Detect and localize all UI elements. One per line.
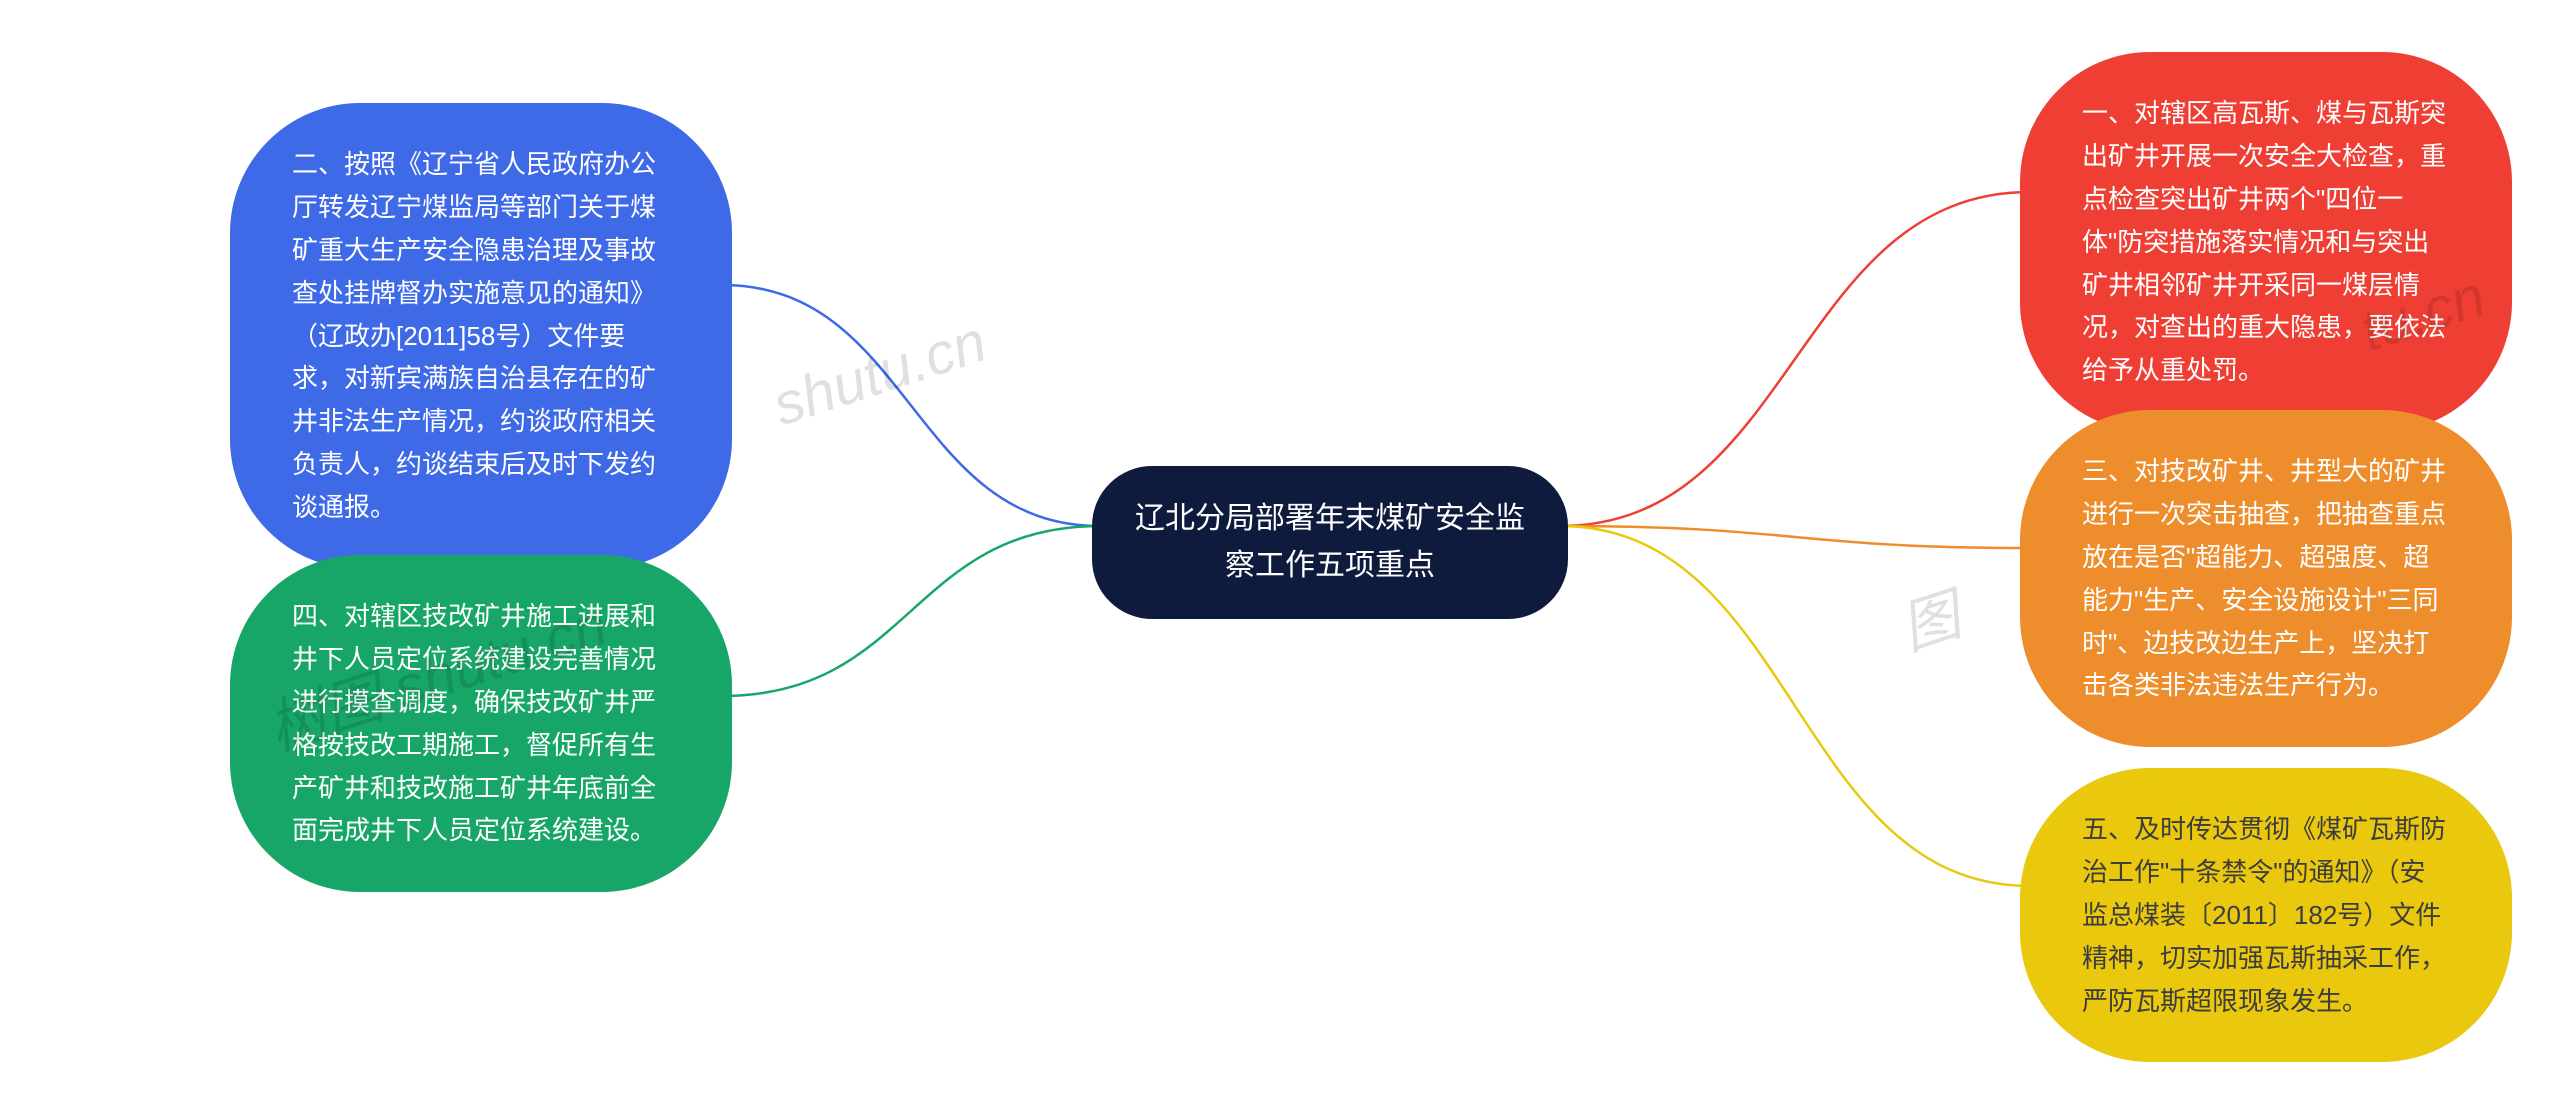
branch-node-3: 三、对技改矿井、井型大的矿井进行一次突击抽查，把抽查重点放在是否"超能力、超强度… [2020, 410, 2512, 747]
branch-node-1-text: 一、对辖区高瓦斯、煤与瓦斯突出矿井开展一次安全大检查，重点检查突出矿井两个"四位… [2082, 98, 2446, 385]
branch-node-1: 一、对辖区高瓦斯、煤与瓦斯突出矿井开展一次安全大检查，重点检查突出矿井两个"四位… [2020, 52, 2512, 432]
watermark-2: shutu.cn [765, 308, 994, 439]
branch-node-5-text: 五、及时传达贯彻《煤矿瓦斯防治工作"十条禁令"的通知》（安监总煤装〔2011〕1… [2082, 814, 2446, 1016]
branch-node-5: 五、及时传达贯彻《煤矿瓦斯防治工作"十条禁令"的通知》（安监总煤装〔2011〕1… [2020, 768, 2512, 1062]
watermark-3: 图 [1888, 568, 1969, 666]
branch-node-4-text: 四、对辖区技改矿井施工进展和井下人员定位系统建设完善情况进行摸查调度，确保技改矿… [292, 601, 656, 845]
center-node-text: 辽北分局部署年末煤矿安全监察工作五项重点 [1135, 502, 1525, 582]
branch-node-2-text: 二、按照《辽宁省人民政府办公厅转发辽宁煤监局等部门关于煤矿重大生产安全隐患治理及… [292, 149, 656, 522]
branch-node-2: 二、按照《辽宁省人民政府办公厅转发辽宁煤监局等部门关于煤矿重大生产安全隐患治理及… [230, 103, 732, 569]
branch-node-3-text: 三、对技改矿井、井型大的矿井进行一次突击抽查，把抽查重点放在是否"超能力、超强度… [2082, 456, 2446, 700]
center-node: 辽北分局部署年末煤矿安全监察工作五项重点 [1092, 466, 1568, 619]
branch-node-4: 四、对辖区技改矿井施工进展和井下人员定位系统建设完善情况进行摸查调度，确保技改矿… [230, 555, 732, 892]
mindmap-canvas: 辽北分局部署年末煤矿安全监察工作五项重点 一、对辖区高瓦斯、煤与瓦斯突出矿井开展… [0, 0, 2560, 1117]
